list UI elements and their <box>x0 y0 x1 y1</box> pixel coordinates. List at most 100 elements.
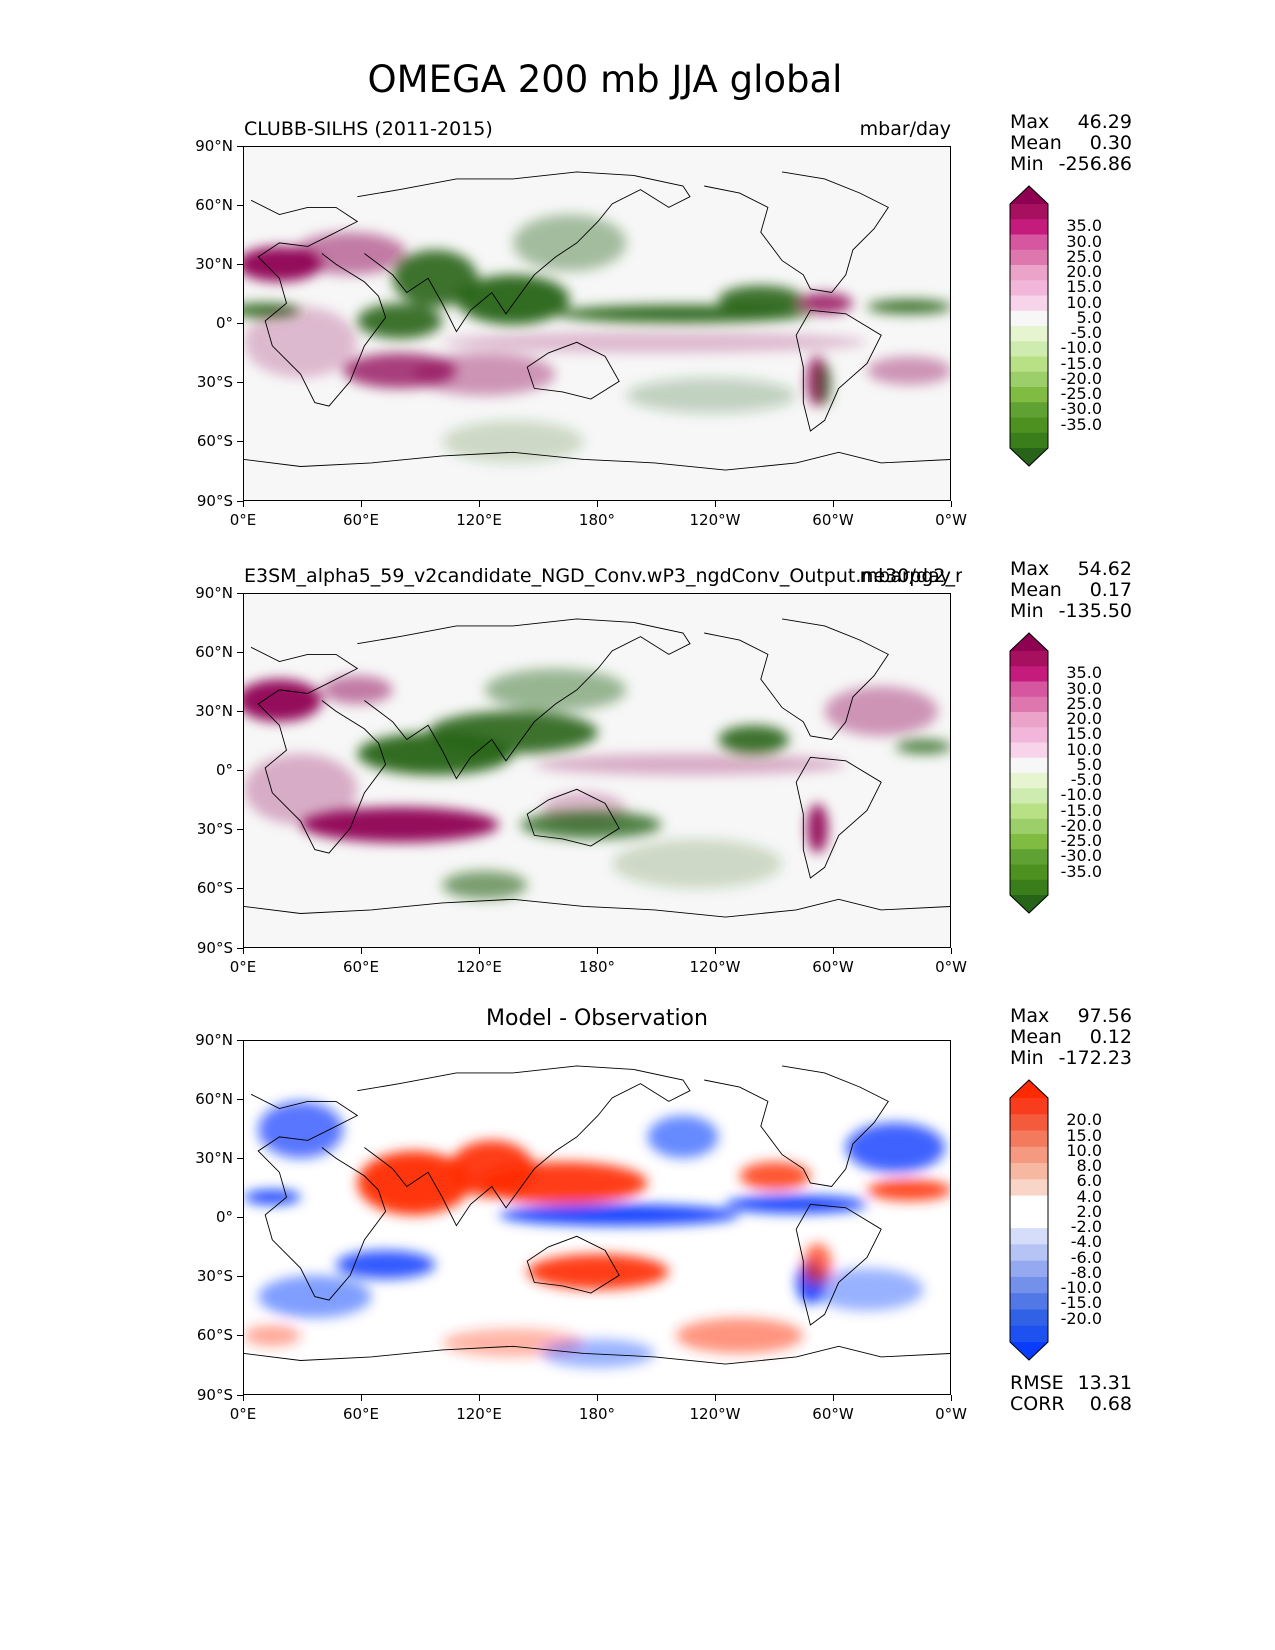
coastline <box>357 171 691 333</box>
lon-tick-mark <box>833 948 835 954</box>
stats-block: Max 97.56 Mean 0.12 Min -172.23 <box>1010 1006 1132 1069</box>
field-region <box>300 807 499 843</box>
lon-tick-mark <box>951 501 953 507</box>
lat-tick-label: 90°S <box>196 492 233 510</box>
lat-tick-mark <box>237 264 243 266</box>
lat-tick-label: 0° <box>215 1208 233 1226</box>
colorbar-label: -30.0 <box>1060 399 1102 419</box>
lon-tick-mark <box>479 501 481 507</box>
colorbar-label: -5.0 <box>1070 323 1102 342</box>
stats-label: Mean <box>1010 132 1062 154</box>
field-region <box>392 249 478 307</box>
colorbar-label: -2.0 <box>1070 1217 1102 1236</box>
lon-tick-mark <box>833 501 835 507</box>
lat-tick-label: 90°N <box>195 1031 233 1049</box>
lon-tick-label: 0°E <box>229 1405 257 1423</box>
stats-row: Max 97.56 <box>1010 1006 1132 1027</box>
colorbar-label: 25.0 <box>1066 246 1102 266</box>
colorbar-extend-min <box>1010 448 1048 466</box>
stats-row: Max 46.29 <box>1010 112 1132 133</box>
fit-stats-value: 13.31 <box>1077 1372 1132 1394</box>
stats-block: Max 54.62 Mean 0.17 Min -135.50 <box>1010 559 1132 622</box>
colorbar-test <box>1009 185 1049 467</box>
lon-tick-mark <box>715 1395 717 1401</box>
colorbar-label: 10.0 <box>1066 739 1102 759</box>
stats-row: Mean 0.17 <box>1010 580 1132 601</box>
colorbar-label: 5.0 <box>1076 754 1102 774</box>
colorbar-segment <box>1010 280 1048 296</box>
lat-tick-label: 60°N <box>195 1090 233 1108</box>
colorbar-segment <box>1010 1098 1048 1115</box>
colorbar-label: 5.0 <box>1076 307 1102 327</box>
colorbar-label: 35.0 <box>1066 216 1102 236</box>
lon-tick-label: 180° <box>578 958 616 976</box>
colorbar-label: 15.0 <box>1066 277 1102 297</box>
lat-tick-mark <box>237 888 243 890</box>
colorbar-segment <box>1010 402 1048 418</box>
colorbar-segment <box>1010 773 1048 789</box>
coastline <box>526 1235 620 1294</box>
stats-value: 0.30 <box>1089 132 1132 154</box>
field-region <box>258 1101 344 1159</box>
lat-tick-label: 60°N <box>195 643 233 661</box>
colorbar-label: -15.0 <box>1060 353 1102 373</box>
lon-tick-label: 0°E <box>229 511 257 529</box>
coastline <box>704 171 889 293</box>
field-region <box>845 1122 945 1173</box>
colorbar-segment <box>1010 742 1048 759</box>
coastline <box>250 199 387 407</box>
colorbar-label: -35.0 <box>1060 861 1102 881</box>
field-region <box>456 274 570 325</box>
colorbar-label: 25.0 <box>1066 693 1102 713</box>
colorbar-segment <box>1010 864 1048 881</box>
lon-tick-label: 0°W <box>935 1405 967 1423</box>
stats-row: Min -172.23 <box>1010 1048 1132 1069</box>
panel-units: mbar/day <box>859 118 951 140</box>
stats-value: 46.29 <box>1077 111 1132 133</box>
lat-tick-mark <box>237 829 243 831</box>
field-region <box>806 803 829 854</box>
field-region <box>817 363 832 407</box>
map-panel-diff <box>243 1040 951 1395</box>
stats-value: 0.17 <box>1089 579 1132 601</box>
colorbar-segment <box>1010 387 1048 403</box>
coastline <box>704 618 889 740</box>
colorbar-label: 10.0 <box>1066 1140 1102 1160</box>
colorbar-segment <box>1010 788 1048 804</box>
colorbar-segment <box>1010 204 1048 220</box>
colorbar-segment <box>1010 1114 1048 1132</box>
colorbar-label: -8.0 <box>1070 1262 1102 1282</box>
colorbar-segment <box>1010 757 1048 774</box>
lat-tick-label: 60°S <box>196 432 233 450</box>
field-region <box>626 377 797 414</box>
colorbar-label: -4.0 <box>1070 1232 1102 1252</box>
stats-value: -135.50 <box>1058 600 1132 622</box>
stats-value: -172.23 <box>1058 1047 1132 1069</box>
field-test <box>244 171 950 471</box>
colorbar-label: -30.0 <box>1060 846 1102 866</box>
colorbar-segment <box>1010 651 1048 667</box>
colorbar-segment <box>1010 1276 1048 1294</box>
coastline <box>526 341 620 400</box>
colorbar-segment <box>1010 727 1048 743</box>
colorbar-segment <box>1010 681 1048 698</box>
lat-tick-label: 30°S <box>196 1267 233 1285</box>
field-region <box>867 356 950 385</box>
coastline <box>250 646 387 854</box>
colorbar-segment <box>1010 666 1048 682</box>
field-region <box>810 1268 924 1311</box>
panel-units: mbar/day <box>859 565 951 587</box>
field-ref <box>244 618 950 918</box>
colorbar-segment <box>1010 432 1048 449</box>
colorbar-outline <box>1009 632 1049 914</box>
field-region <box>527 1254 669 1290</box>
colorbar-segment <box>1010 1211 1048 1229</box>
field-region <box>293 232 407 275</box>
lon-tick-label: 0°E <box>229 958 257 976</box>
fit-stats-row: RMSE 13.31 <box>1010 1373 1132 1394</box>
colorbar-label: -20.0 <box>1060 368 1102 388</box>
colorbar-segment <box>1010 295 1048 312</box>
lat-tick-label: 30°S <box>196 820 233 838</box>
colorbar-segment <box>1010 1130 1048 1148</box>
lon-tick-label: 60°E <box>342 1405 380 1423</box>
